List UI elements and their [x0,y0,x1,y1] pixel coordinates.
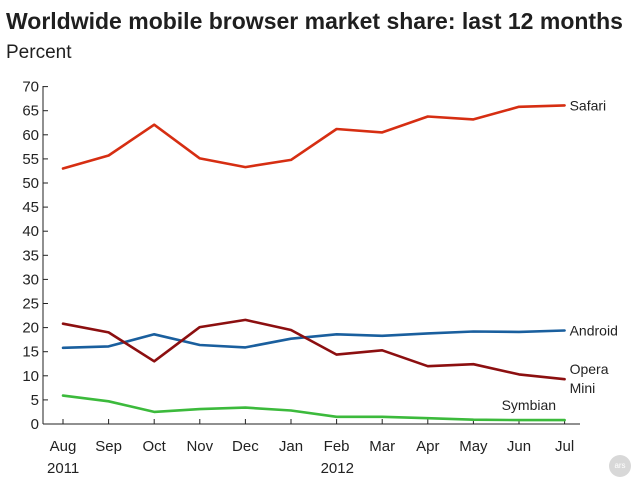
x-tick-label: Feb [324,438,350,455]
y-tick-label: 35 [22,247,39,264]
y-tick-label: 40 [22,223,39,240]
y-tick-label: 20 [22,320,39,337]
y-tick-label: 25 [22,296,39,313]
series-label-opera-mini: Mini [570,380,596,396]
y-tick-label: 30 [22,271,39,288]
y-tick-label: 15 [22,344,39,361]
y-tick-label: 5 [31,392,39,409]
y-tick-label: 65 [22,103,39,120]
x-tick-label: Jan [279,438,303,455]
x-tick-label: Jun [507,438,531,455]
chart-subtitle: Percent [6,42,72,63]
series-lines [61,104,566,422]
series-label-symbian: Symbian [502,397,556,413]
y-tick-label: 0 [31,416,39,433]
x-tick-label: Aug [50,438,77,455]
chart-title: Worldwide mobile browser market share: l… [6,8,623,34]
y-tick-label: 70 [22,79,39,96]
series-label-safari: Safari [570,97,607,113]
series-line-android [61,329,566,350]
series-label-android: Android [570,322,618,338]
x-tick-label: Oct [143,438,167,455]
y-tick-label: 10 [22,368,39,385]
x-tick-label: Sep [95,438,122,455]
x-tick-label: Dec [232,438,259,455]
x-year-label: 2012 [321,460,354,477]
series-line-opera-mini [61,318,566,381]
x-tick-label: Jul [555,438,574,455]
y-tick-label: 55 [22,151,39,168]
x-tick-label: Nov [186,438,213,455]
x-tick-label: Mar [369,438,395,455]
ars-logo-icon: ars [609,455,631,477]
series-label-opera: Opera [570,361,609,377]
x-tick-label: May [459,438,488,455]
y-tick-label: 60 [22,127,39,144]
y-tick-label: 45 [22,199,39,216]
series-line-safari [61,104,566,170]
x-tick-label: Apr [416,438,439,455]
series-line-symbian [61,394,566,422]
axes: 0 5 10 15 20 25 30 35 40 45 50 55 60 65 70 Aug 2011 Sep Oc… [22,79,580,477]
x-year-label: 2011 [47,460,79,477]
y-tick-label: 50 [22,175,39,192]
series-labels: Safari Android Opera Mini Symbian [502,97,618,413]
